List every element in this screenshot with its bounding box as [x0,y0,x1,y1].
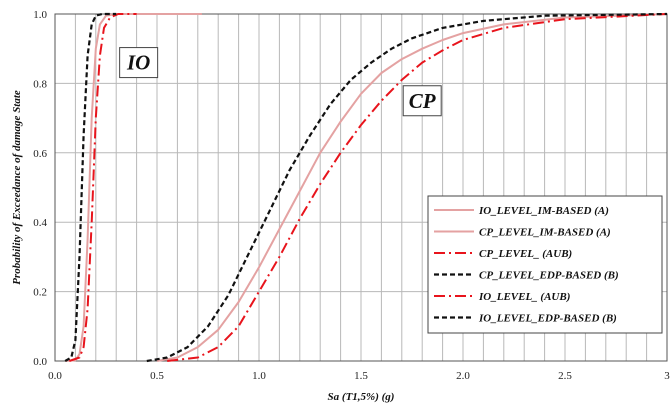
series-line-0 [65,13,202,362]
legend-label: CP_LEVEL_EDP-BASED (B) [479,270,619,282]
plot-frame [54,13,668,362]
legend-label: IO_LEVEL_IM-BASED (A) [478,205,609,217]
y-tick-labels: 0.0 0.2 0.4 0.6 0.8 1.0 [33,9,47,368]
legend-box [427,195,663,334]
y-tick-label: 1.0 [33,9,47,21]
annotation-label: IO [126,51,150,75]
annotation-box [402,85,442,117]
annotations: IO CP [119,47,442,117]
y-tick-label: 0.4 [33,217,47,229]
y-tick-label: 0.6 [33,148,47,160]
x-tick-label: 2.5 [558,370,572,382]
series-lines [64,12,668,363]
annotation-box [119,47,159,79]
x-tick-label: 3 [664,370,670,382]
legend-label: CP_LEVEL_ (AUB) [479,248,572,260]
x-tick-labels: 0.0 0.5 1.0 1.5 2.0 2.5 3 [48,370,670,382]
y-axis-label: Probability of Exceedance of damage Stat… [11,90,23,285]
y-tick-label: 0.2 [33,287,47,299]
annotation-label: CP [409,89,436,113]
legend-label: IO_LEVEL_EDP-BASED (B) [478,313,617,325]
x-tick-label: 2.0 [456,370,470,382]
y-tick-label: 0.0 [33,356,47,368]
legend-label: IO_LEVEL_ (AUB) [478,291,570,303]
series-line-3 [146,12,668,363]
series-line-2 [167,13,668,362]
x-tick-label: 1.5 [354,370,368,382]
x-tick-label: 0.0 [48,370,62,382]
legend: IO_LEVEL_IM-BASED (A) CP_LEVEL_IM-BASED (… [427,195,663,334]
x-tick-label: 0.5 [150,370,164,382]
legend-label: CP_LEVEL_IM-BASED (A) [479,227,611,239]
x-axis-label: Sa (T1,5%) (g) [328,391,395,403]
series-line-5 [64,12,117,362]
series-line-1 [156,13,668,362]
y-tick-label: 0.8 [33,78,47,90]
x-tick-label: 1.0 [252,370,266,382]
